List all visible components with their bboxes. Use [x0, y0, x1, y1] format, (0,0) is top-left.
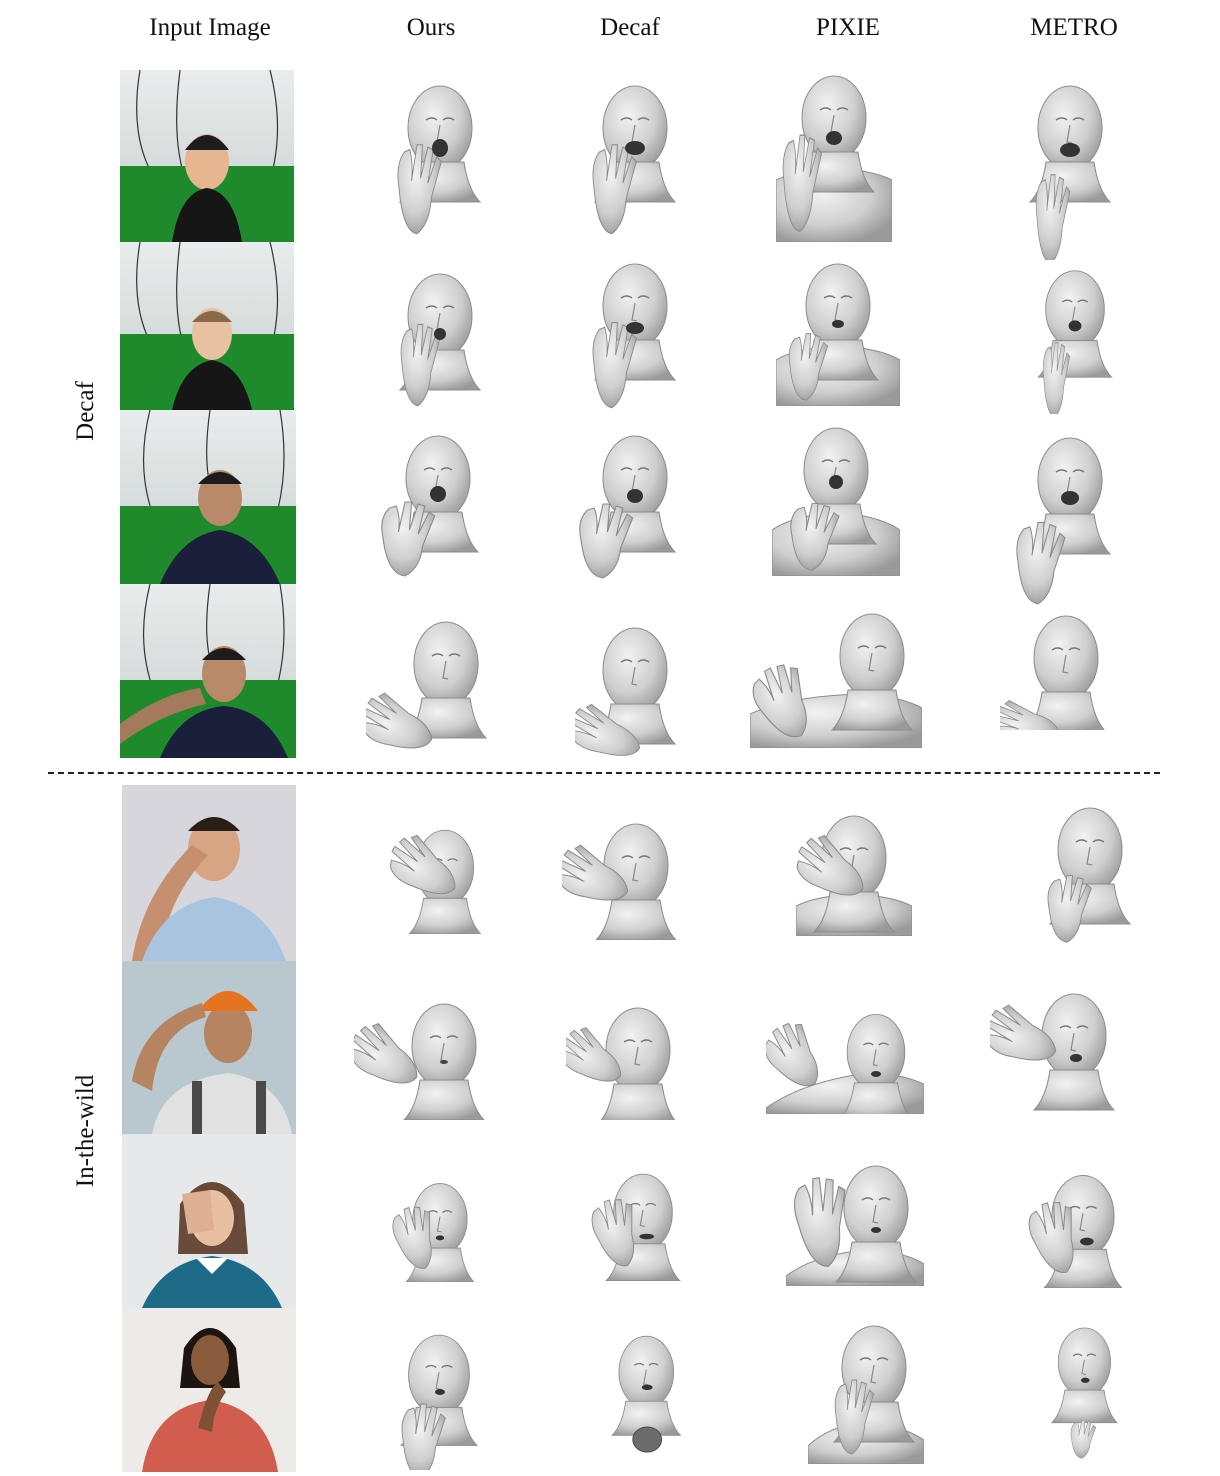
input-photo-decaf-4	[120, 584, 296, 758]
input-photo-wild-1	[122, 785, 296, 961]
mesh-ours-wild-3	[380, 1170, 500, 1282]
mesh-decaf-wild-4	[604, 1320, 694, 1460]
mesh-ours-wild-4	[392, 1320, 492, 1470]
column-header-ours: Ours	[406, 14, 456, 41]
section-divider	[48, 772, 1160, 774]
mesh-decaf-wild-1	[562, 808, 696, 940]
mesh-pixie-decaf-3	[772, 420, 900, 576]
mesh-metro-decaf-2	[1020, 256, 1130, 414]
mesh-pixie-wild-1	[796, 810, 912, 936]
mesh-ours-wild-1	[390, 816, 500, 934]
input-photo-decaf-3	[120, 410, 296, 584]
mesh-pixie-wild-4	[808, 1316, 924, 1464]
mesh-metro-wild-2	[990, 978, 1134, 1118]
mesh-decaf-decaf-1	[575, 70, 695, 242]
mesh-decaf-decaf-4	[575, 612, 695, 760]
mesh-decaf-decaf-2	[575, 248, 695, 410]
input-photo-decaf-1	[120, 70, 294, 242]
input-photo-wild-4	[122, 1308, 296, 1472]
mesh-pixie-wild-2	[766, 1000, 924, 1114]
mesh-pixie-decaf-2	[776, 260, 900, 406]
mesh-ours-decaf-4	[366, 606, 506, 756]
mesh-ours-decaf-2	[380, 258, 500, 410]
input-photo-wild-2	[122, 961, 296, 1134]
mesh-ours-decaf-3	[372, 420, 504, 590]
mesh-metro-decaf-3	[1008, 422, 1132, 606]
column-header-pixie: PIXIE	[816, 14, 880, 41]
input-photo-wild-3	[122, 1134, 296, 1308]
mesh-metro-wild-1	[1030, 792, 1150, 944]
mesh-decaf-wild-3	[588, 1158, 698, 1282]
column-header-decaf: Decaf	[600, 14, 660, 41]
group-label-decaf: Decaf	[72, 381, 99, 441]
mesh-metro-decaf-4	[1000, 600, 1124, 730]
mesh-pixie-decaf-1	[776, 70, 892, 242]
mesh-decaf-wild-2	[566, 992, 696, 1120]
mesh-metro-decaf-1	[1010, 70, 1130, 260]
mesh-ours-wild-2	[354, 988, 504, 1120]
mesh-decaf-decaf-3	[570, 420, 700, 590]
mesh-pixie-decaf-4	[750, 604, 922, 748]
mesh-metro-wild-3	[1024, 1160, 1142, 1288]
column-header-metro: METRO	[1030, 14, 1118, 41]
mesh-ours-decaf-1	[380, 70, 500, 242]
group-label-in-the-wild: In-the-wild	[72, 1074, 99, 1188]
input-photo-decaf-2	[120, 242, 294, 410]
mesh-pixie-wild-3	[786, 1154, 924, 1286]
column-header-input: Input Image	[149, 14, 271, 41]
mesh-metro-wild-4	[1044, 1312, 1130, 1464]
